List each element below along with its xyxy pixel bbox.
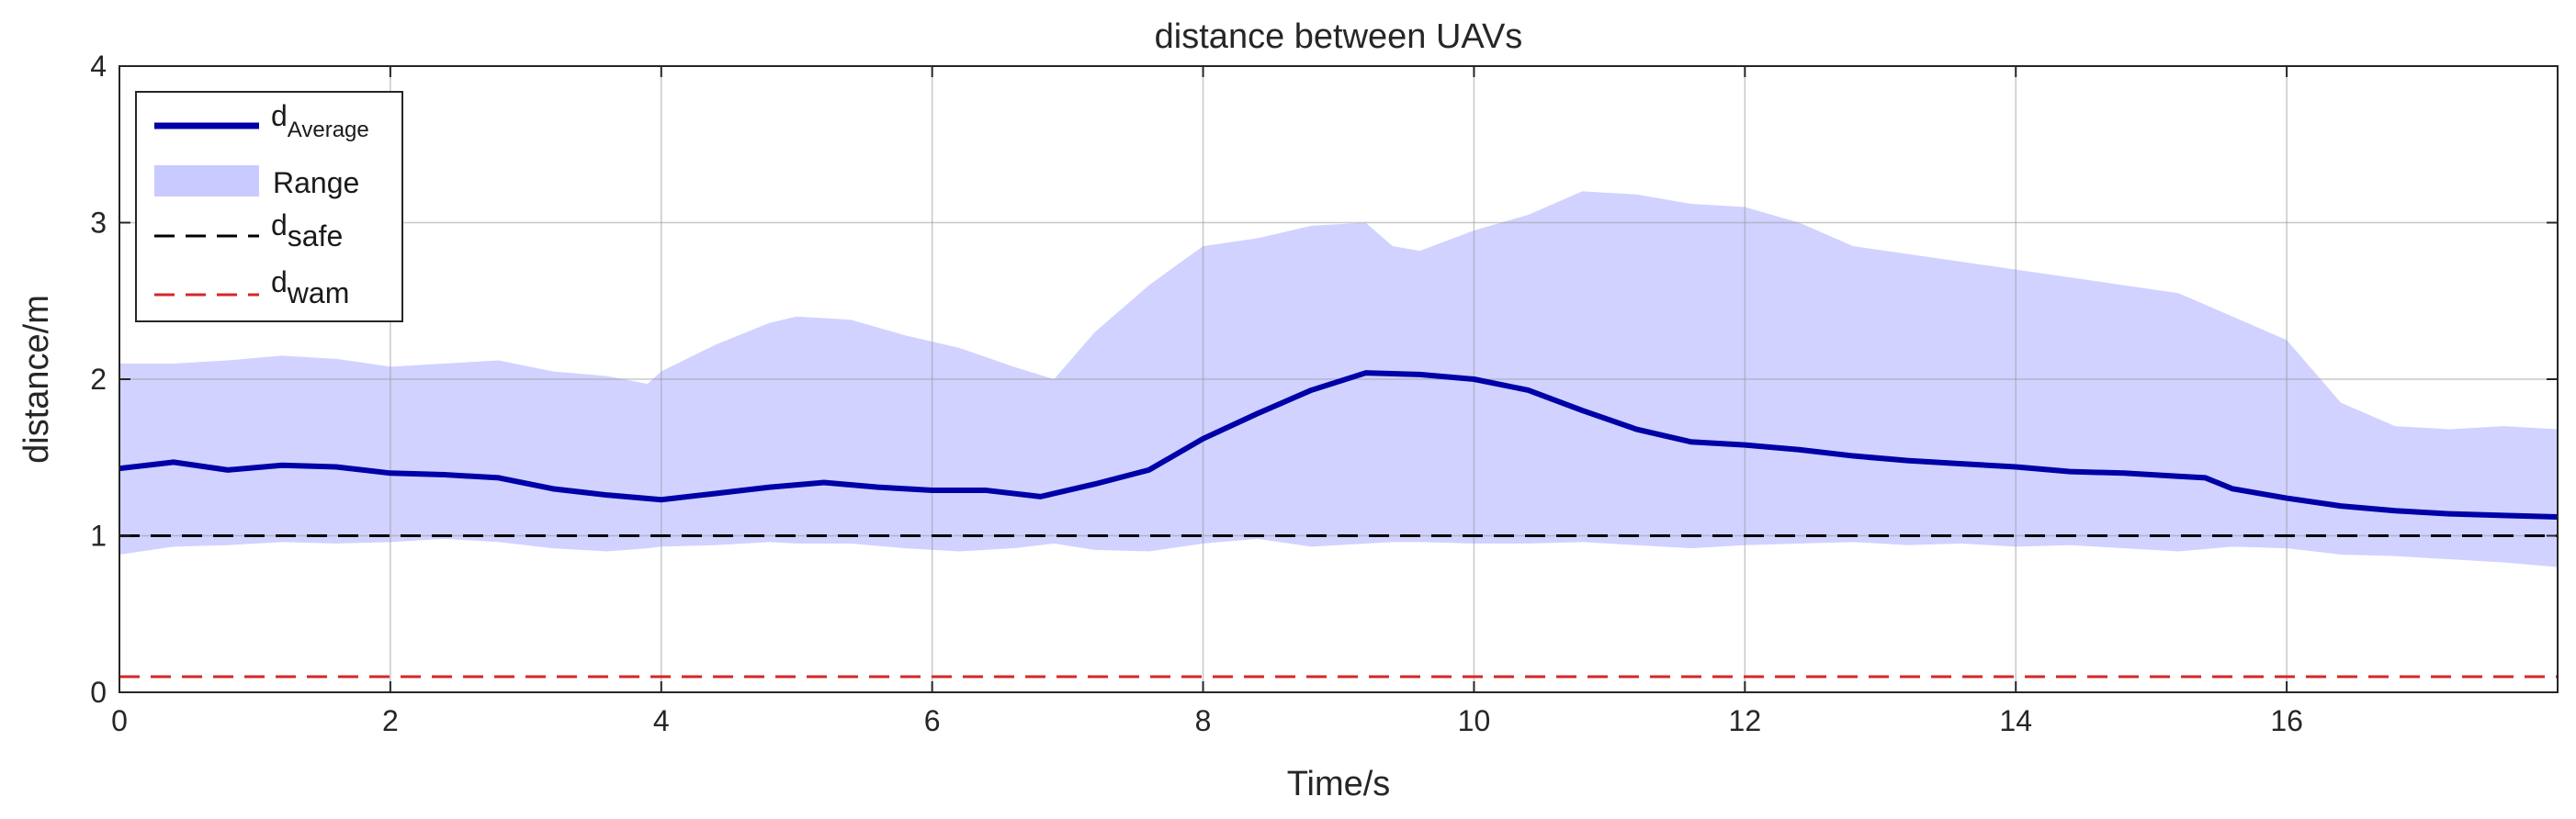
legend-wam-sub: wam bbox=[287, 276, 350, 309]
legend-wam-base: d bbox=[271, 265, 288, 298]
chart-title: distance between UAVs bbox=[1155, 17, 1523, 56]
legend-safe-sub: safe bbox=[288, 219, 343, 252]
x-tick-label: 4 bbox=[653, 704, 670, 737]
x-tick-label: 14 bbox=[1999, 704, 2032, 737]
legend-label-safe: dsafe bbox=[271, 208, 343, 252]
x-tick-label: 16 bbox=[2270, 704, 2303, 737]
x-tick-label: 12 bbox=[1729, 704, 1762, 737]
series-line-average bbox=[119, 370, 2559, 521]
x-tick-label: 6 bbox=[924, 704, 941, 737]
x-tick-label: 2 bbox=[382, 704, 399, 737]
legend-safe-base: d bbox=[271, 208, 288, 241]
x-tick-label: 0 bbox=[111, 704, 128, 737]
series-layer bbox=[119, 370, 2559, 679]
y-tick-label: 2 bbox=[90, 363, 107, 396]
legend-swatch-range bbox=[154, 165, 259, 196]
legend: dAverage Range dsafe dwam bbox=[135, 91, 403, 322]
y-axis-title: distance/m bbox=[17, 295, 56, 464]
legend-average-sub: Average bbox=[288, 118, 369, 142]
y-tick-label: 0 bbox=[90, 676, 107, 709]
legend-label-wam: dwam bbox=[271, 265, 349, 309]
x-axis-title: Time/s bbox=[1287, 765, 1391, 803]
y-tick-label: 4 bbox=[90, 50, 107, 83]
legend-box bbox=[135, 91, 403, 322]
y-tick-label: 3 bbox=[90, 207, 107, 240]
legend-average-base: d bbox=[271, 99, 288, 132]
x-tick-label: 8 bbox=[1195, 704, 1212, 737]
x-tick-label: 10 bbox=[1458, 704, 1491, 737]
y-tick-label: 1 bbox=[90, 520, 107, 553]
legend-label-range: Range bbox=[273, 166, 359, 199]
legend-label-average: dAverage bbox=[271, 99, 369, 142]
